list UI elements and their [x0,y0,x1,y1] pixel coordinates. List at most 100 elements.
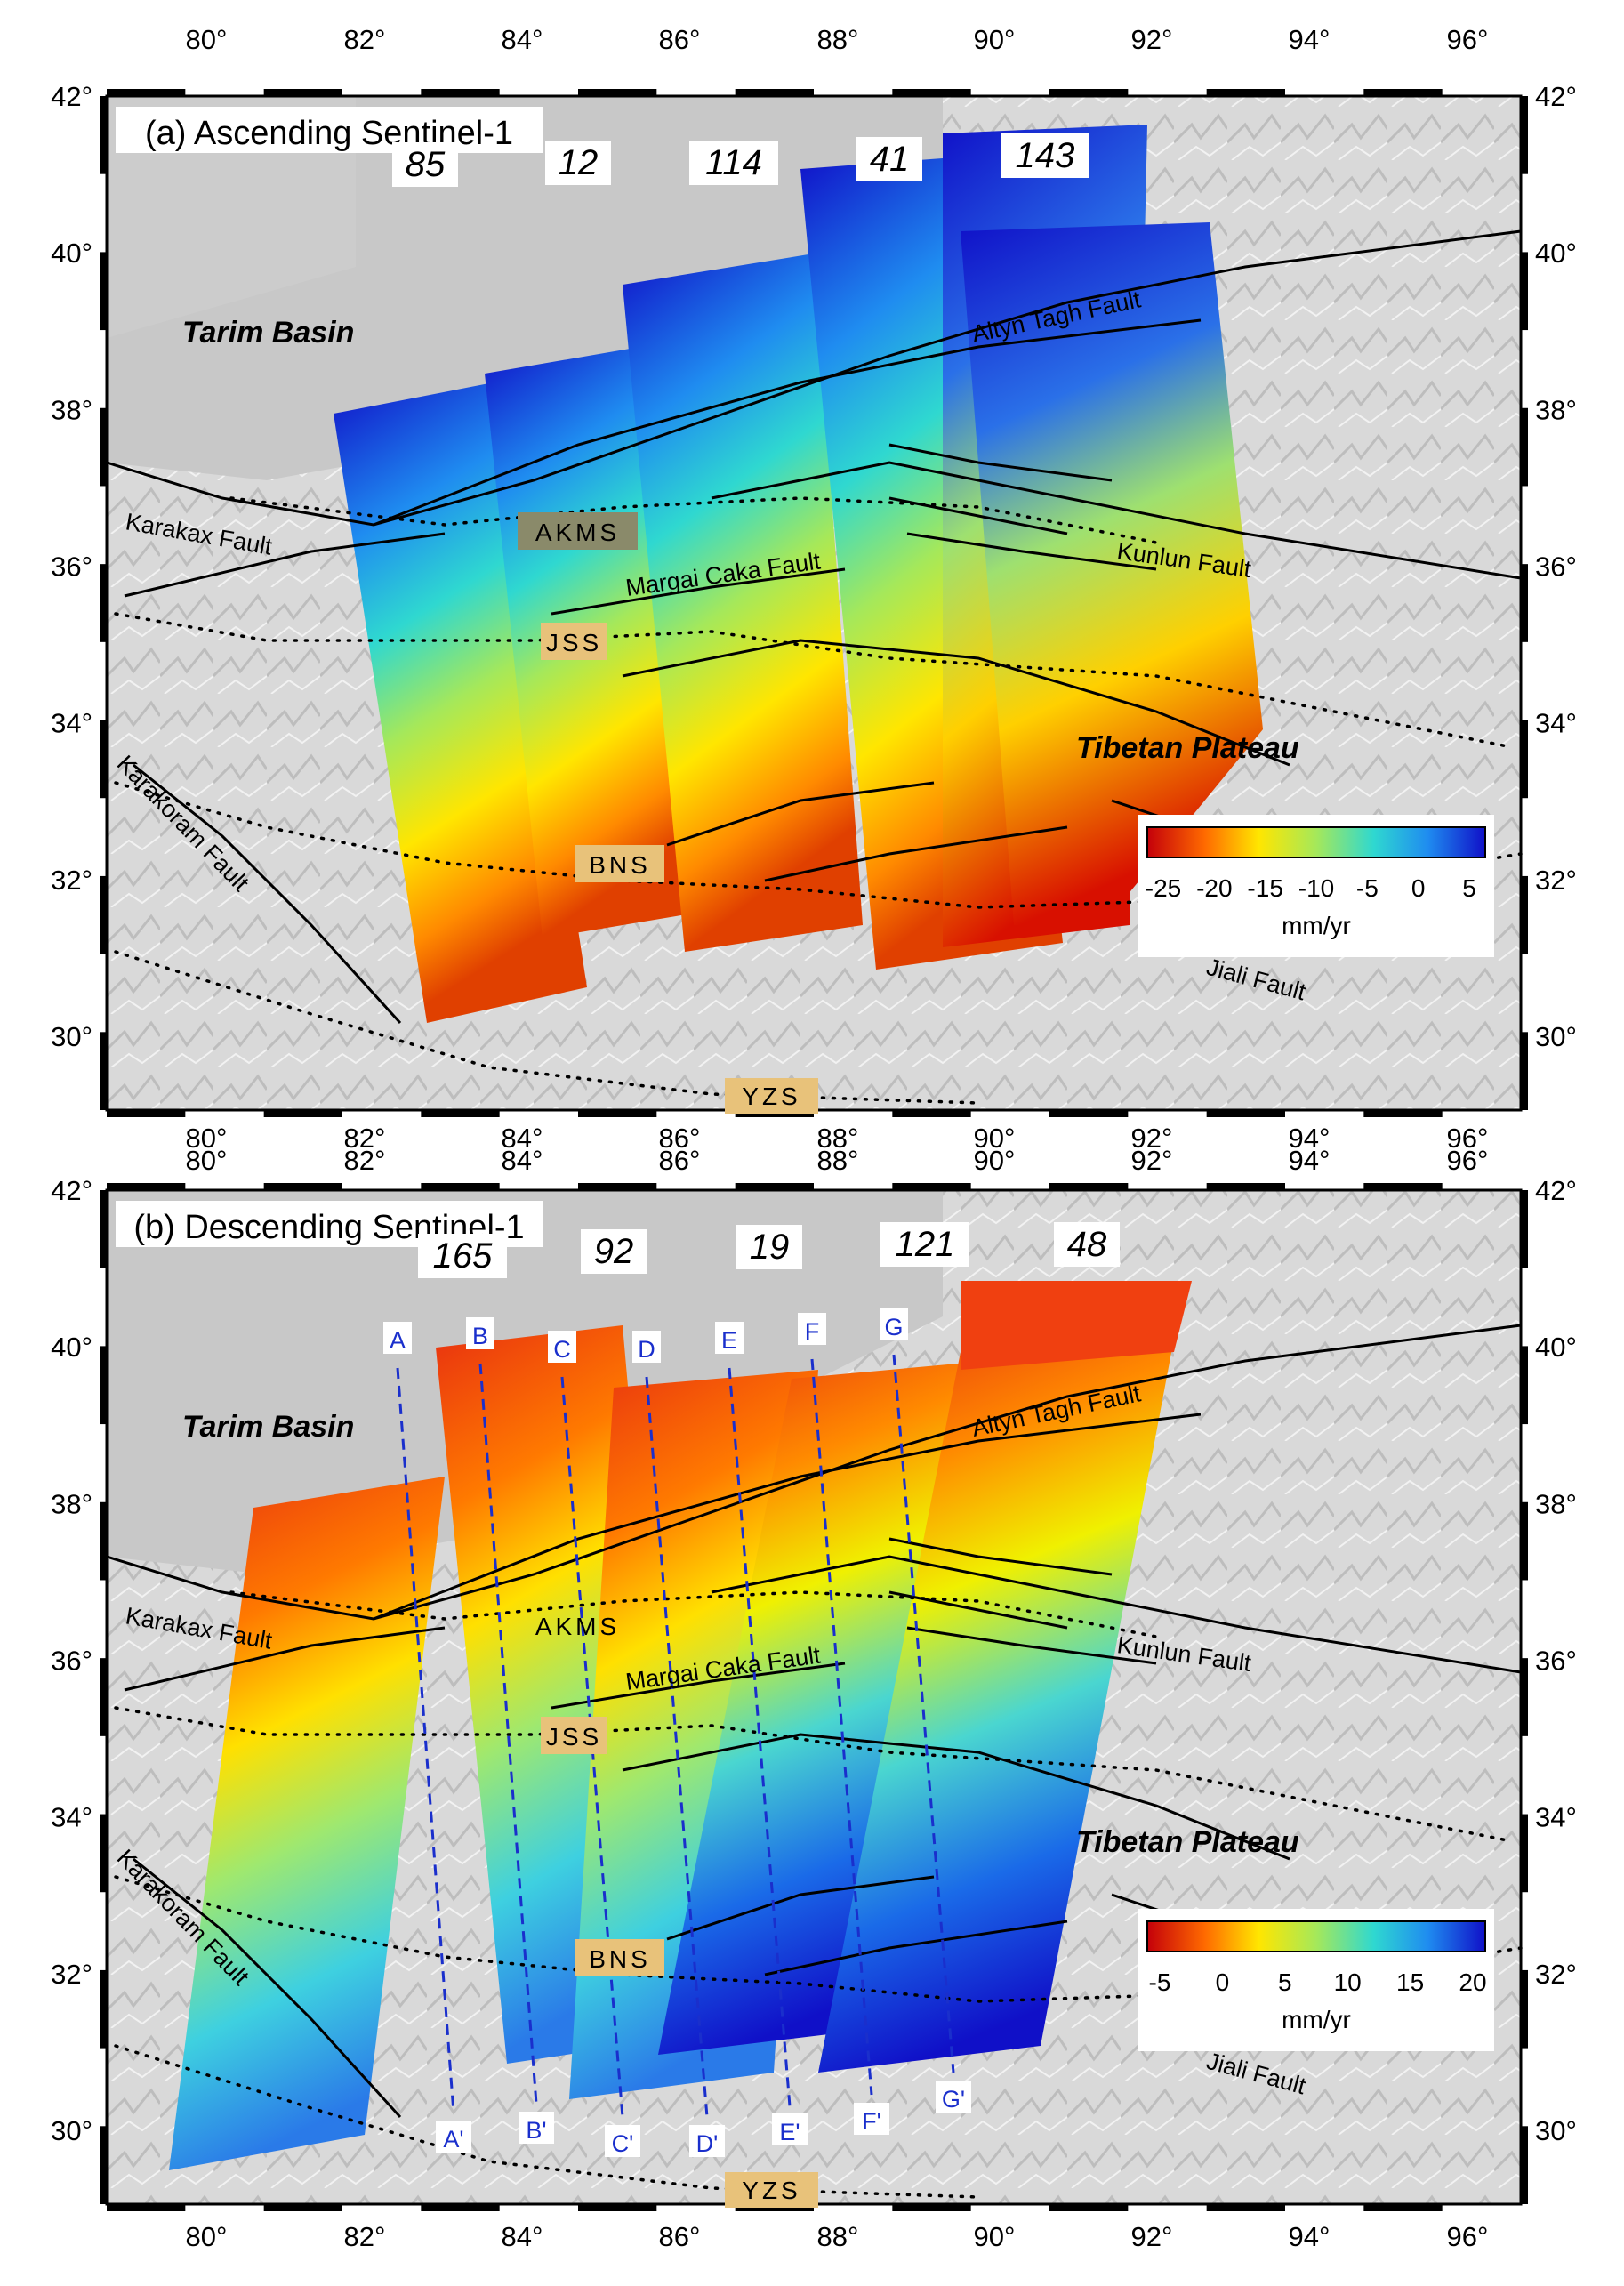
profile-label-text: F' [862,2108,881,2135]
colorbar: -25 -20 -15 -10 -5 0 5 mm/yr [1138,815,1494,957]
lat-tick-label: 36° [51,1646,92,1677]
track-number-label: 41 [856,137,922,181]
yzs-suture-label: YZS [725,2172,818,2208]
border-bar [1521,564,1528,642]
panel-title: (a) Ascending Sentinel-1 [116,107,543,153]
border-bar [1521,1814,1528,1893]
akms-suture-label-text: AKMS [535,1613,620,1640]
border-bar [578,1183,657,1190]
border-bar [263,89,342,96]
fault-lines-b [106,1324,1522,2119]
lat-tick-label: 38° [1535,394,1577,425]
tarim-shade [107,96,356,338]
border-bar [578,1110,657,1117]
border-bar [107,1183,186,1190]
track-number-text: 85 [406,145,446,184]
border-bar [735,89,814,96]
lon-tick-label: 80° [186,1145,228,1176]
lon-tick-label: 82° [344,1123,386,1154]
lon-tick-label: 96° [1447,1145,1489,1176]
profile-end-label: A' [436,2121,471,2153]
profile-label-text: C [553,1336,571,1363]
track-number-label: 143 [1001,133,1089,178]
lat-tick-label: 40° [1535,237,1577,269]
border-bar [578,2204,657,2211]
jss-suture-label-text: JSS [546,1723,602,1751]
jss-suture-label-box [541,1717,607,1754]
track-number-box [736,1225,802,1269]
profile-label-box [383,1322,412,1354]
lon-tick-label: 84° [502,24,543,55]
colorbar-tick-label: 15 [1396,1968,1424,1996]
profile-label-text: D' [696,2130,719,2157]
panel-frame-a: 80° 80° 82° 82° 84° 84° 86° 86° 88° 88° 90° 90° 92° 9… [51,24,1577,1154]
akms-suture-label: AKMS [518,512,638,550]
lat-tick-label: 38° [51,394,92,425]
yzs-suture-label-box [725,1078,818,1114]
border-bar [1521,1032,1528,1110]
lon-tick-label: 88° [817,2221,859,2252]
profile-end-label: C' [605,2125,640,2157]
border-bar [735,1183,814,1190]
border-bar [100,1814,107,1893]
track-number-box [545,141,611,185]
border-bar [107,89,186,96]
lat-tick-label: 32° [51,1959,92,1990]
bns-suture-label-text: BNS [589,851,651,879]
tibetan-plateau-label: Tibetan Plateau [1076,731,1299,765]
lat-tick-label: 42° [1535,81,1577,112]
border-bar [100,1190,107,1268]
border-bar [107,1110,186,1117]
profile-label-text: A' [443,2126,463,2153]
border-bar [100,2126,107,2204]
profile-start-label: A [383,1322,412,1354]
lon-tick-label: 86° [659,24,701,55]
track-number-label: 165 [418,1234,507,1278]
lat-tick-label: 42° [51,81,92,112]
lon-tick-label: 82° [344,24,386,55]
track-number-box [392,142,458,187]
track-number-label: 114 [689,141,778,185]
profile-label-text: A [390,1327,406,1354]
border-bar [1206,89,1285,96]
track-number-text: 114 [705,143,762,182]
jss-suture-label: JSS [541,623,607,660]
profile-label-text: B' [526,2117,546,2144]
colorbar-unit-label: mm/yr [1282,912,1351,939]
border-bar [1049,1110,1129,1117]
lat-tick-label: 40° [1535,1332,1577,1363]
profile-lines [396,1354,955,2118]
border-bar [892,89,971,96]
profile-start-label: B [466,1317,494,1349]
lon-tick-label: 84° [502,2221,543,2252]
track-number-text: 48 [1067,1225,1107,1264]
profile-label-box [715,1322,744,1354]
lon-tick-label: 94° [1289,2221,1331,2252]
lon-tick-label: 86° [659,1145,701,1176]
lon-tick-label: 82° [344,1145,386,1176]
lon-tick-label: 92° [1131,24,1173,55]
border-bar [100,875,107,954]
profile-end-label: D' [689,2125,725,2157]
lon-tick-label: 88° [817,1123,859,1154]
lat-tick-label: 38° [1535,1488,1577,1519]
colorbar-tick-label: 5 [1278,1968,1292,1996]
border-bar [1521,1190,1528,1268]
yzs-suture-label-text: YZS [742,2177,800,2204]
track-number-text: 143 [1016,136,1075,175]
border-bar [421,2204,500,2211]
colorbar-tick-label: -15 [1247,874,1282,902]
profile-label-box [936,2081,971,2113]
border-bar [1521,407,1528,487]
profile-label-box [548,1331,576,1363]
colorbar-tick-label: -25 [1146,874,1181,902]
panel-title-box [116,107,543,153]
track-121-swath [658,1361,987,2055]
lat-tick-label: 36° [1535,551,1577,583]
track-number-text: 92 [594,1232,634,1271]
panel-ascending [106,96,1523,1110]
border-bar [421,1110,500,1117]
lat-tick-label: 34° [1535,708,1577,739]
profile-start-label: D [632,1331,661,1363]
